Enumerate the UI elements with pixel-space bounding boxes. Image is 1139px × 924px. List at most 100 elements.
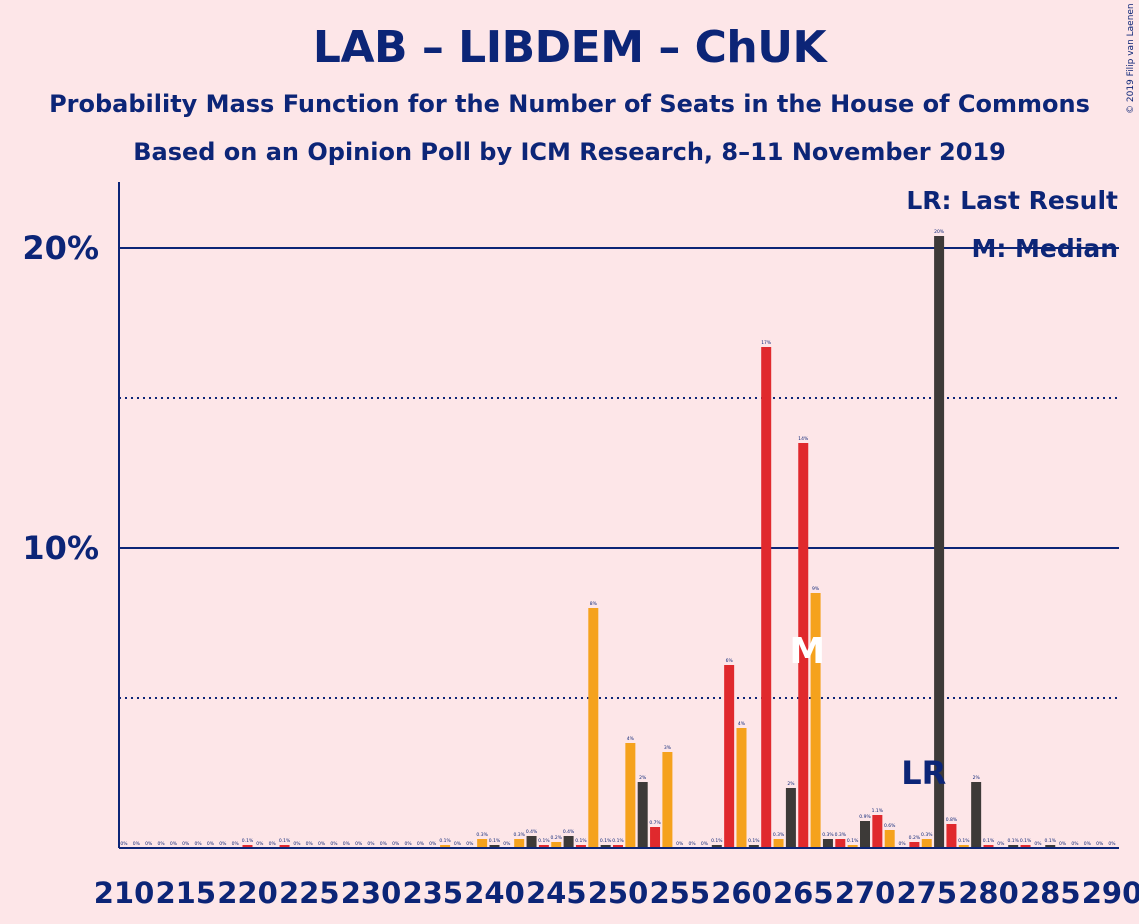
bar-seat-266: [810, 593, 821, 848]
data-label-seat-214: 0%: [170, 841, 178, 847]
bar-series: [242, 236, 1056, 848]
data-label-seat-249: 0.1%: [600, 838, 612, 844]
data-label-seat-288: 0%: [1084, 841, 1092, 847]
data-label-seat-268: 0.3%: [835, 832, 847, 838]
last-result-marker: LR: [901, 754, 946, 792]
data-label-seat-279: 2%: [973, 775, 981, 781]
bar-seat-240: [489, 845, 500, 848]
bar-seat-275: [921, 839, 932, 848]
data-label-seat-212: 0%: [145, 841, 153, 847]
bar-seat-220: [242, 845, 253, 848]
data-label-seat-240: 0.1%: [489, 838, 501, 844]
data-label-seat-257: 0%: [701, 841, 709, 847]
x-tick-label: 250: [588, 876, 649, 910]
data-label-seat-211: 0%: [133, 841, 141, 847]
data-label-seat-277: 0.8%: [946, 817, 958, 823]
data-label-seat-221: 0%: [256, 841, 264, 847]
data-label-seat-286: 0%: [1059, 841, 1067, 847]
data-label-seat-260: 4%: [738, 721, 746, 727]
data-label-seat-229: 0%: [355, 841, 363, 847]
data-label-seat-287: 0%: [1071, 841, 1079, 847]
data-label-seat-216: 0%: [195, 841, 203, 847]
bar-seat-285: [1045, 845, 1056, 848]
y-axis-ticks: 10% 20%: [22, 229, 99, 567]
x-tick-label: 230: [341, 876, 402, 910]
data-label-seat-274: 0.2%: [909, 835, 921, 841]
median-marker: M: [789, 631, 825, 672]
data-label-seat-271: 1.1%: [872, 808, 884, 814]
x-tick-label: 280: [958, 876, 1019, 910]
data-label-seat-228: 0%: [343, 841, 351, 847]
x-tick-label: 270: [835, 876, 896, 910]
data-label-seat-285: 0.1%: [1045, 838, 1057, 844]
data-label-seat-242: 0.3%: [513, 832, 525, 838]
x-tick-label: 215: [155, 876, 216, 910]
data-label-seat-255: 0%: [676, 841, 684, 847]
bar-seat-265: [798, 443, 809, 848]
bar-seat-243: [526, 836, 537, 848]
data-labels: 0% 0% 0% 0% 0% 0% 0% 0% 0% 0%0.1%0% 0%0.1%0% 0% 0% 0%…: [120, 229, 1116, 847]
data-label-seat-213: 0%: [157, 841, 165, 847]
bar-seat-262: [761, 347, 772, 848]
data-label-seat-262: 17%: [761, 340, 772, 346]
data-label-seat-276: 20%: [934, 229, 945, 235]
bar-seat-268: [835, 839, 846, 848]
bar-seat-280: [983, 845, 994, 848]
bar-seat-253: [650, 827, 661, 848]
data-label-seat-230: 0%: [367, 841, 375, 847]
bar-seat-245: [551, 842, 562, 848]
data-label-seat-244: 0.1%: [538, 838, 550, 844]
x-tick-label: 225: [279, 876, 340, 910]
data-label-seat-264: 2%: [787, 781, 795, 787]
data-label-seat-265: 14%: [798, 436, 809, 442]
data-label-seat-225: 0%: [306, 841, 314, 847]
data-label-seat-253: 0.7%: [649, 820, 661, 826]
data-label-seat-278: 0.1%: [958, 838, 970, 844]
bar-seat-269: [847, 845, 858, 848]
bar-seat-277: [946, 824, 957, 848]
legend-last-result: LR: Last Result: [906, 186, 1118, 215]
data-label-seat-243: 0.4%: [526, 829, 538, 835]
bar-seat-282: [1008, 845, 1019, 848]
data-label-seat-224: 0%: [293, 841, 301, 847]
bar-seat-254: [662, 752, 673, 848]
data-label-seat-232: 0%: [392, 841, 400, 847]
data-label-seat-218: 0%: [219, 841, 227, 847]
bar-seat-223: [279, 845, 290, 848]
data-label-seat-282: 0.1%: [1007, 838, 1019, 844]
data-label-seat-222: 0%: [269, 841, 277, 847]
bar-seat-276: [934, 236, 945, 848]
data-label-seat-270: 0.9%: [859, 814, 871, 820]
chart-source-subtitle: Based on an Opinion Poll by ICM Research…: [133, 138, 1006, 166]
data-label-seat-247: 0.1%: [575, 838, 587, 844]
x-tick-label: 260: [711, 876, 772, 910]
data-label-seat-234: 0%: [417, 841, 425, 847]
data-label-seat-246: 0.4%: [563, 829, 575, 835]
data-label-seat-263: 0.3%: [773, 832, 785, 838]
x-tick-label: 220: [217, 876, 278, 910]
data-label-seat-250: 0.1%: [612, 838, 624, 844]
data-label-seat-235: 0%: [429, 841, 437, 847]
gridlines: [119, 247, 1119, 699]
data-label-seat-241: 0%: [503, 841, 511, 847]
chart-subtitle: Probability Mass Function for the Number…: [49, 90, 1090, 118]
bar-seat-239: [477, 839, 488, 848]
bar-seat-278: [958, 845, 969, 848]
bar-seat-251: [625, 743, 636, 848]
x-tick-label: 290: [1082, 876, 1139, 910]
bar-seat-283: [1020, 845, 1031, 848]
bar-seat-258: [711, 845, 722, 848]
data-label-seat-275: 0.3%: [921, 832, 933, 838]
data-label-seat-284: 0%: [1034, 841, 1042, 847]
data-label-seat-220: 0.1%: [242, 838, 254, 844]
bar-seat-250: [613, 845, 623, 848]
x-tick-label: 285: [1020, 876, 1081, 910]
bar-seat-246: [563, 836, 574, 848]
data-label-seat-236: 0.1%: [439, 838, 451, 844]
y-tick-label: 20%: [22, 229, 99, 267]
data-label-seat-239: 0.3%: [476, 832, 488, 838]
data-label-seat-289: 0%: [1096, 841, 1104, 847]
chart-title: LAB – LIBDEM – ChUK: [312, 22, 827, 73]
data-label-seat-252: 2%: [639, 775, 647, 781]
